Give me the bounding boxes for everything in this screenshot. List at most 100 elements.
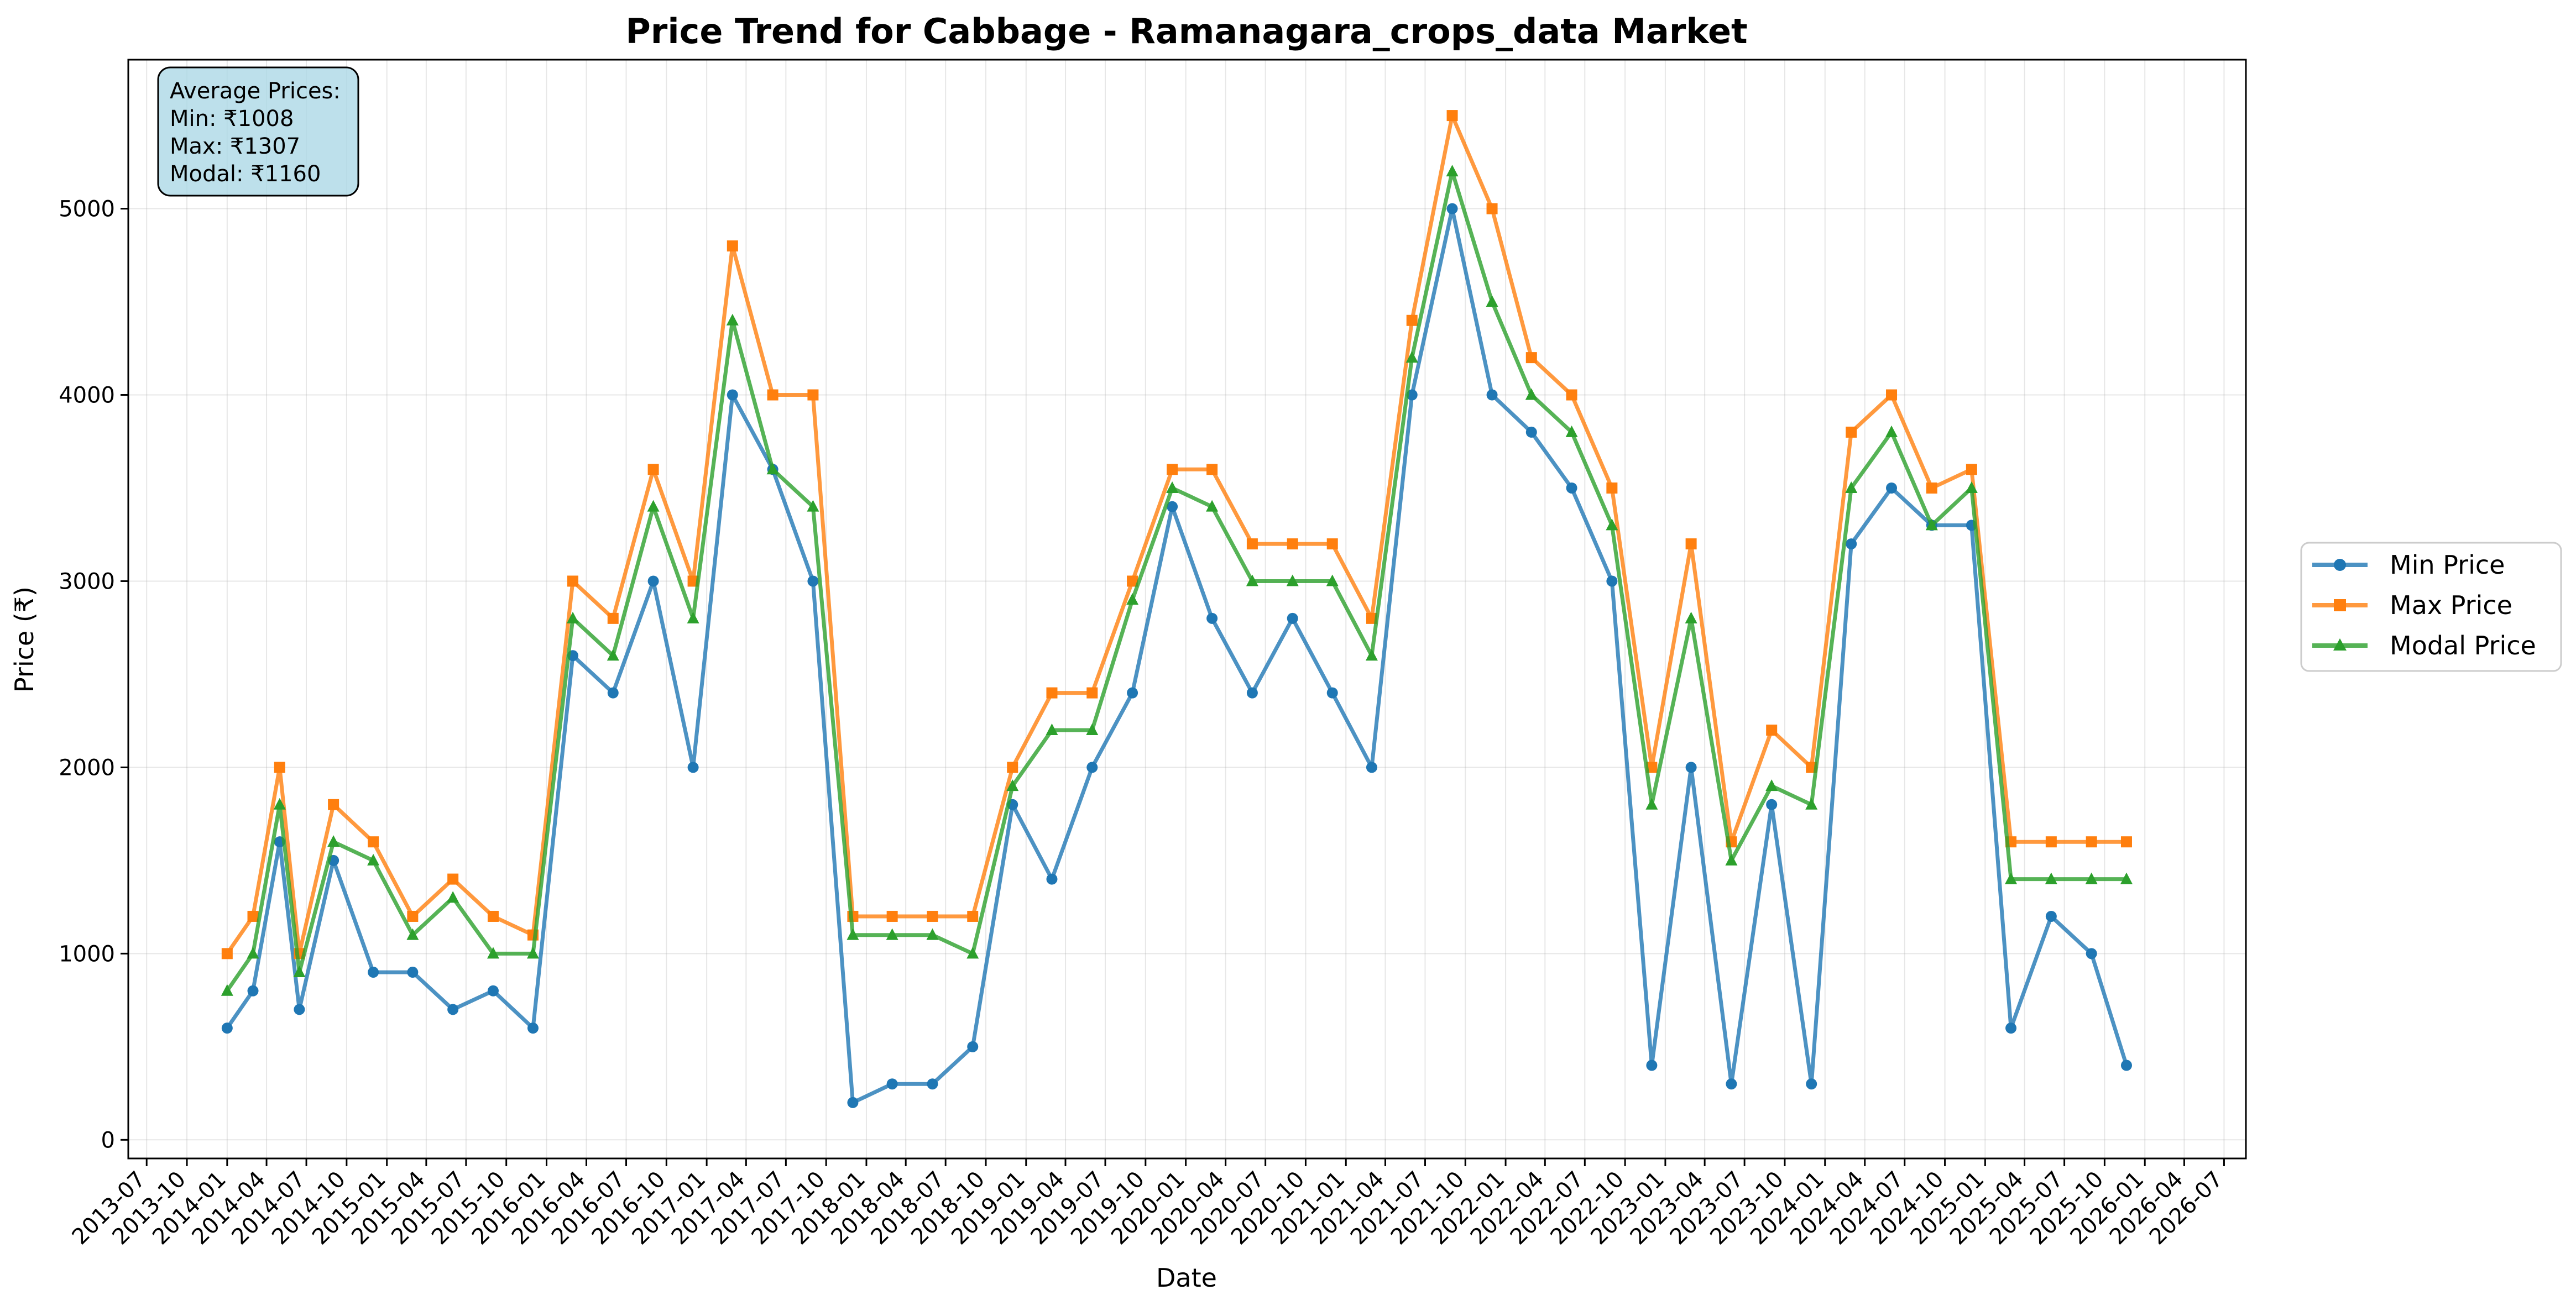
data-point-max-price xyxy=(1446,110,1458,122)
data-point-modal-price xyxy=(2045,872,2057,884)
data-point-min-price xyxy=(407,967,419,978)
data-point-min-price xyxy=(607,687,619,699)
data-point-max-price xyxy=(1287,538,1298,550)
legend-item-max-price: Max Price xyxy=(2312,590,2512,620)
data-point-min-price xyxy=(1886,482,1898,494)
data-point-max-price xyxy=(1926,482,1937,494)
data-point-modal-price xyxy=(1286,574,1299,586)
data-point-modal-price xyxy=(1006,779,1019,791)
y-tick-label: 5000 xyxy=(59,197,115,222)
y-tick-label: 1000 xyxy=(59,941,115,967)
data-point-modal-price xyxy=(1405,351,1418,363)
data-point-min-price xyxy=(1606,575,1618,587)
data-point-modal-price xyxy=(726,313,739,326)
data-point-modal-price xyxy=(1965,481,1978,493)
data-point-modal-price xyxy=(2005,872,2018,884)
data-point-min-price xyxy=(687,762,699,773)
data-point-min-price xyxy=(1287,612,1298,624)
data-point-modal-price xyxy=(607,649,619,661)
data-point-min-price xyxy=(1566,482,1577,494)
data-point-modal-price xyxy=(1685,611,1697,623)
data-point-modal-price xyxy=(221,984,233,996)
data-point-min-price xyxy=(967,1041,979,1052)
data-point-modal-price xyxy=(327,835,340,847)
data-point-max-price xyxy=(447,873,459,885)
data-point-modal-price xyxy=(406,928,419,940)
data-point-min-price xyxy=(1046,873,1058,885)
data-point-max-price xyxy=(807,389,819,401)
data-point-min-price xyxy=(647,575,659,587)
legend-item-min-price: Min Price xyxy=(2312,550,2505,580)
data-point-min-price xyxy=(1806,1078,1817,1090)
data-point-min-price xyxy=(1167,501,1178,512)
data-point-max-price xyxy=(1646,762,1658,773)
data-point-min-price xyxy=(1525,426,1537,438)
y-tick-label: 0 xyxy=(101,1128,115,1153)
data-point-max-price xyxy=(1086,687,1098,699)
data-point-min-price xyxy=(1846,538,1857,550)
series-layer xyxy=(221,110,2133,1108)
data-point-modal-price xyxy=(1046,723,1058,736)
average-prices-heading: Average Prices: xyxy=(170,78,341,104)
data-point-min-price xyxy=(368,967,379,978)
legend-marker-square-icon xyxy=(2334,599,2346,611)
data-point-modal-price xyxy=(1845,481,1858,493)
data-point-modal-price xyxy=(447,891,459,903)
data-point-max-price xyxy=(487,910,499,922)
data-point-min-price xyxy=(1127,687,1138,699)
data-point-modal-price xyxy=(807,500,819,512)
data-point-max-price xyxy=(647,464,659,475)
data-point-min-price xyxy=(1646,1060,1658,1071)
data-point-max-price xyxy=(607,612,619,624)
data-point-min-price xyxy=(1326,687,1338,699)
x-axis-label: Date xyxy=(1156,1263,1217,1293)
data-point-max-price xyxy=(1685,538,1697,550)
data-point-modal-price xyxy=(1086,723,1099,736)
data-point-max-price xyxy=(1127,575,1138,587)
data-point-max-price xyxy=(221,948,233,959)
data-point-max-price xyxy=(1007,762,1018,773)
data-point-modal-price xyxy=(293,966,306,978)
data-point-max-price xyxy=(2086,836,2097,848)
data-point-min-price xyxy=(1486,389,1498,401)
data-point-modal-price xyxy=(247,947,259,959)
data-point-max-price xyxy=(1326,538,1338,550)
legend-marker-circle-icon xyxy=(2334,559,2346,571)
data-point-min-price xyxy=(807,575,819,587)
data-point-max-price xyxy=(886,910,898,922)
data-point-max-price xyxy=(927,910,938,922)
data-point-min-price xyxy=(1246,687,1258,699)
series-line-min-price xyxy=(225,207,2129,1105)
data-point-modal-price xyxy=(273,798,286,810)
data-point-modal-price xyxy=(1765,779,1778,791)
data-point-modal-price xyxy=(966,947,979,959)
data-point-modal-price xyxy=(1166,481,1179,493)
data-point-min-price xyxy=(1086,762,1098,773)
legend-item-modal-price: Modal Price xyxy=(2312,631,2536,660)
data-point-min-price xyxy=(527,1022,539,1034)
data-point-modal-price xyxy=(1645,798,1658,810)
chart-title: Price Trend for Cabbage - Ramanagara_cro… xyxy=(625,11,1747,51)
data-point-min-price xyxy=(1366,762,1377,773)
data-point-modal-price xyxy=(1326,574,1339,586)
average-prices-box: Average Prices: Min: ₹1008 Max: ₹1307 Mo… xyxy=(157,66,359,197)
data-point-max-price xyxy=(567,575,578,587)
data-point-max-price xyxy=(407,910,419,922)
data-point-max-price xyxy=(727,240,738,251)
data-point-max-price xyxy=(1406,314,1418,326)
data-point-max-price xyxy=(1525,352,1537,364)
legend-marker-triangle-icon xyxy=(2333,638,2347,651)
y-axis-label: Price (₹) xyxy=(9,586,39,693)
average-min-price: Min: ₹1008 xyxy=(170,106,294,132)
data-point-max-price xyxy=(1966,464,1977,475)
data-point-min-price xyxy=(2005,1022,2017,1034)
data-point-max-price xyxy=(767,389,778,401)
data-point-min-price xyxy=(2086,948,2097,959)
data-point-modal-price xyxy=(766,463,779,475)
data-point-min-price xyxy=(1685,762,1697,773)
data-point-max-price xyxy=(1206,464,1218,475)
data-point-min-price xyxy=(1766,799,1778,810)
